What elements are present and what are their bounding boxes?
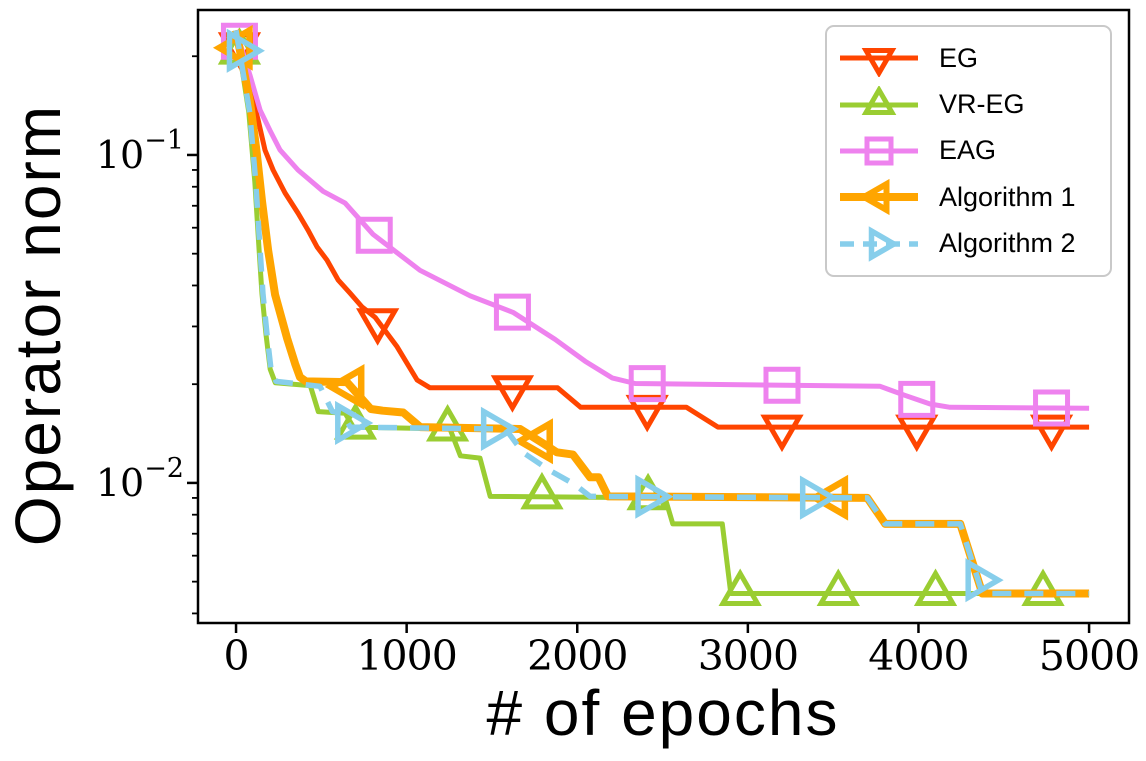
series-eag-line xyxy=(233,29,1090,411)
y-tick-label: 10−1 xyxy=(96,125,184,177)
series-eag-marker xyxy=(1033,389,1071,427)
series-algorithm-2-line xyxy=(233,29,1090,597)
series-algorithm-2-marker xyxy=(635,474,674,519)
series-algorithm-2-marker xyxy=(480,406,520,451)
series-algorithm-2-marker xyxy=(799,475,839,520)
series-algorithm-2-marker xyxy=(335,400,374,446)
series-vr-eg-marker xyxy=(520,471,564,510)
series-eg-marker xyxy=(355,308,400,346)
x-tick-label: 5000 xyxy=(1039,632,1139,680)
legend-sample-algorithm-1-triangle-left-icon xyxy=(840,179,918,216)
legend-sample-eg-triangle-down-icon xyxy=(840,48,918,78)
x-axis-label: # of epochs xyxy=(486,677,840,749)
legend: EG VR-EG EAG Algorithm 1 Algorithm 2 xyxy=(825,25,1112,277)
series-algorithm-2-marker xyxy=(226,28,265,73)
y-tick-label: 10−2 xyxy=(96,453,184,505)
legend-label-eag: EAG xyxy=(939,135,997,166)
series-vr-eg-marker xyxy=(1021,568,1065,607)
legend-sample-algorithm-2-triangle-right-icon xyxy=(840,225,918,262)
series-eag-marker xyxy=(763,366,801,404)
legend-sample-eag-square-icon xyxy=(840,136,918,166)
x-tick-label: 1000 xyxy=(356,632,456,680)
series-vr-eg-marker xyxy=(816,568,860,607)
legend-label-algorithm-1: Algorithm 1 xyxy=(939,181,1076,212)
legend-sample-vr-eg-triangle-up-icon xyxy=(840,85,918,115)
series-eg-line xyxy=(233,29,1090,430)
series-eg-marker xyxy=(760,414,804,453)
x-tick-label: 3000 xyxy=(698,632,798,680)
legend-entry-algorithm-1: Algorithm 1 xyxy=(837,176,1106,218)
series-eg-marker xyxy=(490,375,535,413)
series-eg-marker xyxy=(1029,414,1074,453)
legend-entry-eag: EAG xyxy=(837,130,1106,172)
series-vr-eg-marker xyxy=(913,568,958,607)
series-eag-marker xyxy=(628,365,666,403)
legend-entry-vr-eg: VR-EG xyxy=(837,84,1106,126)
legend-label-vr-eg: VR-EG xyxy=(939,89,1025,120)
x-tick-label: 2000 xyxy=(527,632,627,680)
x-tick-label: 4000 xyxy=(868,632,968,680)
x-tick-label: 0 xyxy=(223,632,248,680)
legend-label-eg: EG xyxy=(939,42,979,73)
series-eag-marker xyxy=(355,216,393,254)
series-algorithm-1-marker xyxy=(513,418,553,465)
series-eag-marker xyxy=(493,293,531,331)
series-algorithm-1-marker xyxy=(324,363,365,410)
y-axis-label: Operator norm xyxy=(2,103,74,547)
legend-label-algorithm-2: Algorithm 2 xyxy=(939,228,1076,259)
series-eag xyxy=(220,22,1090,427)
plot-border xyxy=(196,8,1131,625)
series-algorithm-2-marker xyxy=(965,558,1004,603)
legend-entry-eg: EG xyxy=(837,37,1106,79)
series-eg-marker xyxy=(895,414,939,453)
series-eag-marker xyxy=(898,380,936,418)
series-algorithm-2 xyxy=(226,28,1090,603)
legend-entry-algorithm-2: Algorithm 2 xyxy=(837,223,1106,265)
series-vr-eg-marker xyxy=(718,568,762,607)
